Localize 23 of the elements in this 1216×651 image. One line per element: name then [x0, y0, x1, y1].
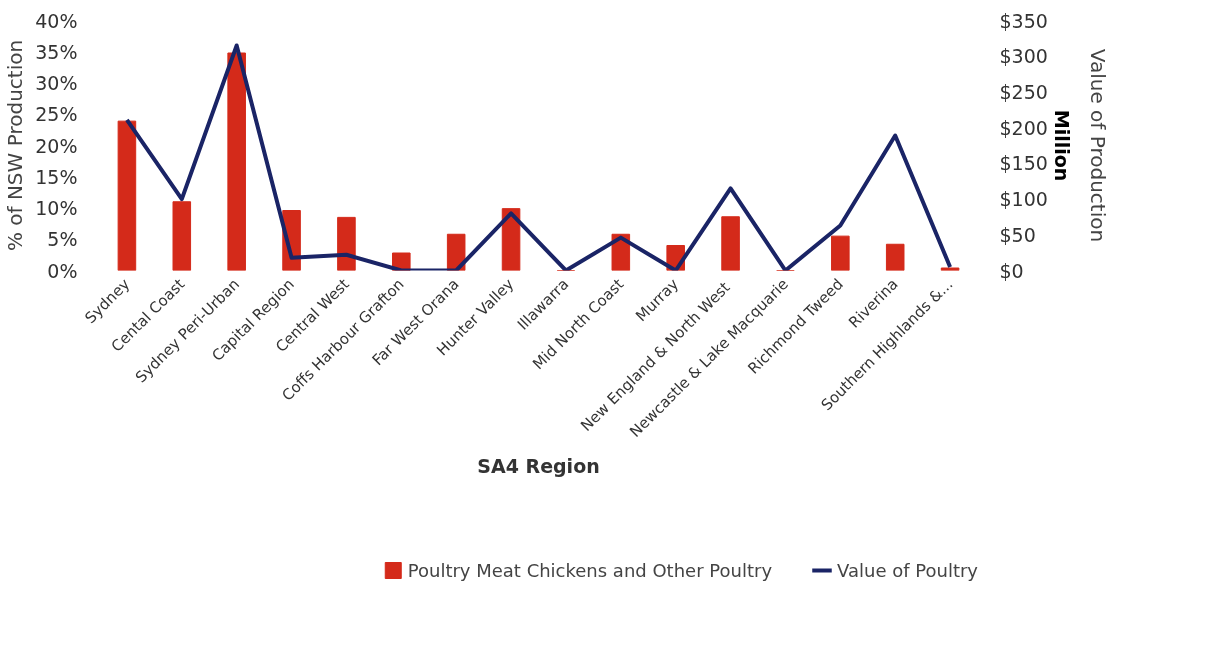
y2-tick-label: $150: [999, 152, 1048, 175]
y-tick-label: 20%: [35, 134, 78, 157]
y-axis-title: % of NSW Production: [3, 39, 28, 252]
y-tick-label: 40%: [35, 9, 78, 32]
y2-tick-label: $350: [999, 9, 1048, 32]
y2-tick-label: $250: [999, 80, 1048, 103]
y-tick-label: 0%: [47, 259, 78, 282]
legend-label: Value of Poultry: [837, 559, 978, 581]
y2-tick-label: $0: [999, 259, 1024, 282]
text: Million: [1050, 109, 1073, 182]
y-tick-label: 30%: [35, 72, 78, 94]
y2-tick-label: $50: [999, 223, 1036, 246]
y-tick-label: 5%: [47, 228, 78, 251]
y2-tick-label: $100: [999, 188, 1048, 211]
y-tick-label: 15%: [35, 165, 78, 188]
y2-axis-title: Value of Production: [1085, 48, 1110, 243]
y2-tick-label: $200: [999, 116, 1048, 139]
y-tick-label: 35%: [35, 40, 78, 63]
y-tick-label: 10%: [35, 197, 78, 219]
legend-label: Poultry Meat Chickens and Other Poultry: [407, 559, 773, 581]
y2-tick-label: $300: [999, 45, 1048, 68]
x-axis-title: SA4 Region: [477, 455, 600, 478]
y-tick-label: 25%: [35, 103, 78, 126]
